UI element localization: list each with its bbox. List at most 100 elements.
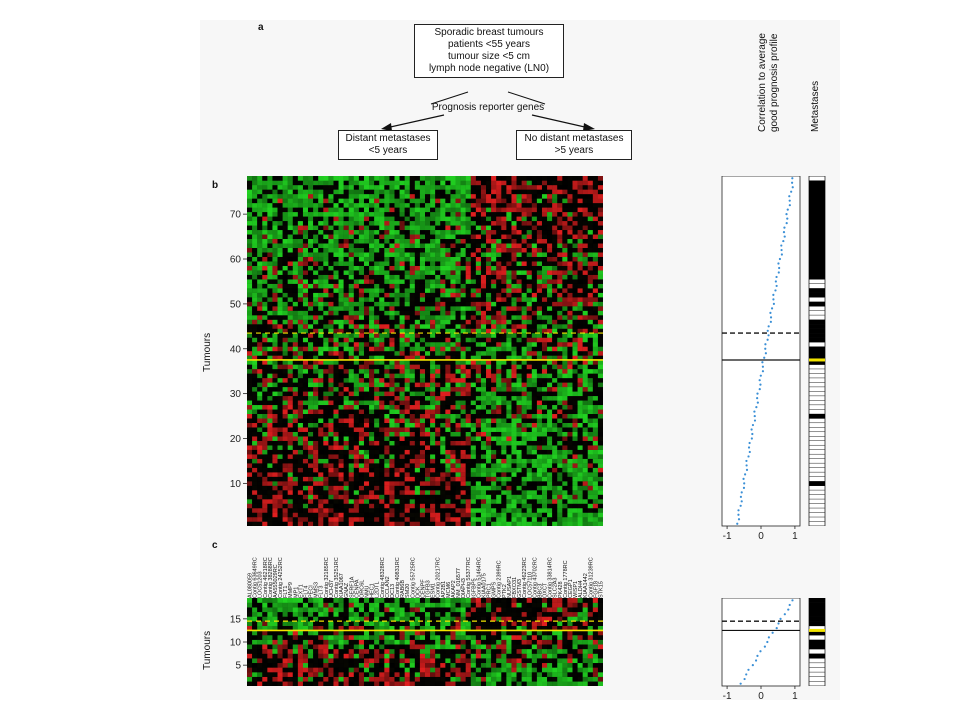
heatmap-cell bbox=[475, 386, 482, 392]
heatmap-cell bbox=[486, 485, 492, 491]
heatmap-cell bbox=[430, 252, 436, 257]
heatmap-cell bbox=[547, 297, 553, 302]
heatmap-cell bbox=[302, 274, 309, 280]
heatmap-cell bbox=[557, 243, 563, 248]
heatmap-cell bbox=[353, 391, 360, 397]
heatmap-cell bbox=[267, 324, 273, 329]
heatmap-cell bbox=[572, 324, 578, 329]
heatmap-cell bbox=[267, 342, 273, 347]
heatmap-cell bbox=[338, 306, 344, 311]
heatmap-cell bbox=[567, 422, 573, 428]
heatmap-cell bbox=[480, 225, 487, 231]
heatmap-cell bbox=[450, 328, 456, 334]
heatmap-cell bbox=[389, 427, 395, 432]
heatmap-cell bbox=[552, 238, 558, 244]
heatmap-cell bbox=[353, 220, 360, 226]
heatmap-cell bbox=[247, 508, 253, 513]
heatmap-cell bbox=[369, 279, 375, 284]
heatmap-cell bbox=[292, 292, 299, 298]
heatmap-cell bbox=[526, 342, 532, 347]
heatmap-cell bbox=[465, 238, 471, 244]
heatmap-cell bbox=[577, 283, 583, 289]
heatmap-cell bbox=[552, 234, 558, 240]
heatmap-cell bbox=[587, 517, 594, 522]
heatmap-cell bbox=[302, 315, 309, 320]
heatmap-cell bbox=[343, 315, 349, 320]
heatmap-cell bbox=[445, 395, 451, 401]
heatmap-cell bbox=[450, 476, 456, 482]
heatmap-cell bbox=[435, 494, 441, 500]
heatmap-cell bbox=[374, 333, 380, 338]
heatmap-cell bbox=[272, 355, 278, 361]
heatmap-cell bbox=[262, 216, 268, 222]
heatmap-cell bbox=[394, 337, 400, 343]
heatmap-cell bbox=[547, 324, 553, 329]
heatmap-cell bbox=[308, 315, 314, 320]
heatmap-cell bbox=[480, 342, 487, 347]
heatmap-cell bbox=[455, 463, 461, 468]
heatmap-cell bbox=[404, 395, 410, 401]
heatmap-cell bbox=[267, 252, 273, 257]
heatmap-cell bbox=[394, 467, 400, 473]
heatmap-cell bbox=[252, 481, 258, 486]
heatmap-cell bbox=[582, 229, 588, 235]
heatmap-cell bbox=[526, 265, 532, 271]
heatmap-cell bbox=[465, 328, 471, 334]
heatmap-cell bbox=[257, 202, 263, 208]
heatmap-cell bbox=[267, 216, 273, 222]
heatmap-cell bbox=[531, 333, 538, 338]
heatmap-cell bbox=[440, 413, 446, 419]
heatmap-cell bbox=[465, 431, 471, 437]
heatmap-cell bbox=[541, 270, 548, 275]
heatmap-cell bbox=[440, 306, 446, 311]
heatmap-cell bbox=[572, 391, 578, 397]
heatmap-cell bbox=[308, 234, 314, 240]
heatmap-cell bbox=[592, 454, 599, 459]
heatmap-cell bbox=[358, 503, 365, 509]
heatmap-cell bbox=[399, 427, 405, 432]
heatmap-cell bbox=[399, 521, 405, 526]
heatmap-cell bbox=[425, 351, 431, 356]
heatmap-cell bbox=[480, 238, 487, 244]
heatmap-cell bbox=[409, 400, 416, 406]
heatmap-cell bbox=[597, 517, 603, 522]
heatmap-cell bbox=[282, 207, 288, 213]
heatmap-cell bbox=[409, 395, 416, 401]
heatmap-cell bbox=[501, 252, 507, 257]
heatmap-cell bbox=[394, 476, 400, 482]
heatmap-cell bbox=[557, 328, 563, 334]
heatmap-cell bbox=[552, 400, 558, 406]
heatmap-cell bbox=[552, 306, 558, 311]
heatmap-cell bbox=[536, 364, 543, 370]
heatmap-cell bbox=[313, 247, 319, 253]
heatmap-cell bbox=[313, 512, 319, 518]
heatmap-cell bbox=[353, 368, 360, 374]
heatmap-cell bbox=[302, 440, 309, 446]
heatmap-cell bbox=[440, 243, 446, 248]
heatmap-cell bbox=[557, 297, 563, 302]
heatmap-cell bbox=[282, 422, 288, 428]
heatmap-cell bbox=[541, 467, 548, 473]
heatmap-cell bbox=[435, 467, 441, 473]
heatmap-cell bbox=[496, 328, 502, 334]
heatmap-cell bbox=[267, 458, 273, 464]
heatmap-cell bbox=[252, 472, 258, 477]
heatmap-cell bbox=[257, 315, 263, 320]
heatmap-cell bbox=[369, 328, 375, 334]
heatmap-cell bbox=[557, 481, 563, 486]
heatmap-cell bbox=[389, 243, 395, 248]
heatmap-cell bbox=[567, 301, 573, 307]
heatmap-cell bbox=[526, 270, 532, 275]
heatmap-cell bbox=[318, 490, 324, 495]
heatmap-cell bbox=[435, 252, 441, 257]
heatmap-cell bbox=[511, 283, 517, 289]
heatmap-cell bbox=[582, 472, 588, 477]
heatmap-cell bbox=[582, 404, 588, 410]
heatmap-cell bbox=[562, 521, 568, 526]
heatmap-cell bbox=[369, 427, 375, 432]
heatmap-cell bbox=[506, 252, 512, 257]
heatmap-cell bbox=[343, 418, 349, 423]
heatmap-cell bbox=[252, 449, 258, 455]
heatmap-cell bbox=[567, 220, 573, 226]
heatmap-cell bbox=[475, 494, 482, 500]
